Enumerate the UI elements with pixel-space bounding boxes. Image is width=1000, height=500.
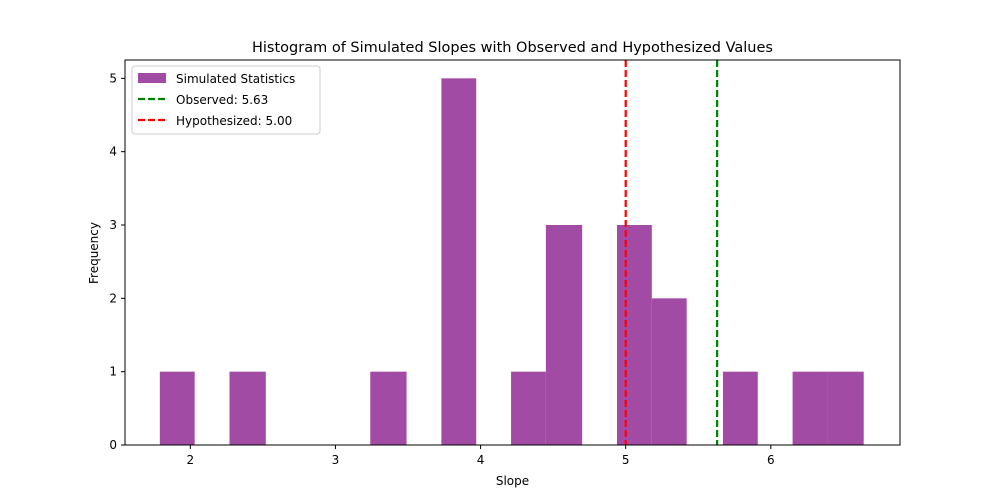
y-axis-ticks: 0 1 2 3 4 5 [109,71,125,452]
histogram-bar-14 [651,298,687,445]
y-tick-label-2: 2 [109,291,117,305]
chart-title: Histogram of Simulated Slopes with Obser… [252,40,773,56]
histogram-bar-13 [616,225,652,445]
x-tick-label-2: 2 [186,453,194,467]
histogram-bar-2 [229,371,266,445]
histogram-bar-10 [511,371,546,445]
legend-label-observed: Observed: 5.63 [176,93,268,107]
y-tick-label-4: 4 [109,145,117,159]
y-tick-label-3: 3 [109,218,117,232]
x-tick-label-4: 4 [477,453,485,467]
reference-lines-group [624,60,719,445]
histogram-bar-0 [159,371,195,445]
legend-label-hypothesized: Hypothesized: 5.00 [176,114,292,128]
x-axis-label: Slope [496,474,529,488]
histogram-bar-18 [792,371,828,445]
x-axis-ticks: 2 3 4 5 6 [186,445,775,467]
y-tick-label-0: 0 [109,438,117,452]
histogram-bar-11 [545,225,583,445]
histogram-bar-6 [370,371,407,445]
histogram-bar-19 [827,371,864,445]
legend-swatch-simulated [138,73,166,83]
y-axis-label: Frequency [87,222,101,284]
histogram-bar-16 [722,371,758,445]
legend-label-simulated: Simulated Statistics [176,72,295,86]
legend-frame [131,65,321,135]
histogram-bar-8 [441,78,477,445]
x-tick-label-5: 5 [622,453,630,467]
plot-frame [124,59,901,446]
x-tick-label-6: 6 [767,453,775,467]
bars-group [159,78,864,445]
x-tick-label-3: 3 [332,453,340,467]
legend: Simulated Statistics Observed: 5.63 Hypo… [131,65,321,135]
y-tick-label-5: 5 [109,71,117,85]
y-tick-label-1: 1 [109,365,117,379]
